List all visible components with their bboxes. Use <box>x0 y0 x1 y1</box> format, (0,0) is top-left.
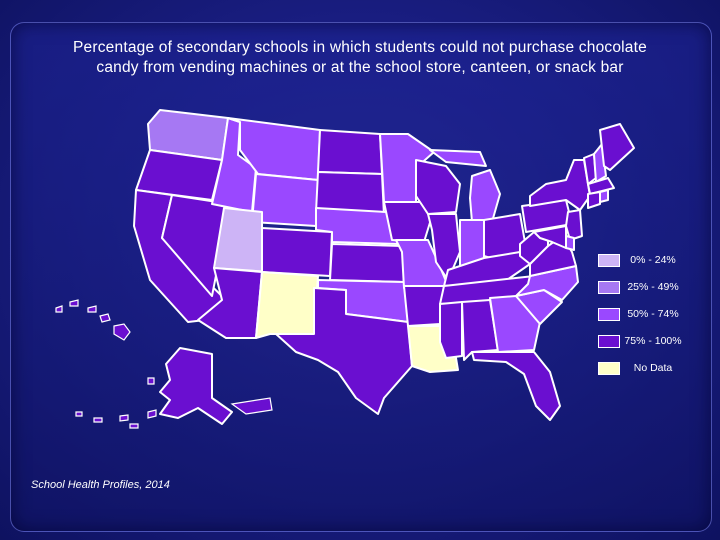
legend-label: 50% - 74% <box>627 308 679 320</box>
legend-swatch <box>598 335 620 348</box>
legend-label: No Data <box>633 362 673 374</box>
hawaii-maui <box>99 313 111 323</box>
state-MD <box>533 225 567 249</box>
state-CO <box>261 227 333 277</box>
aleutian-island-3 <box>93 417 103 423</box>
state-NM <box>255 271 319 339</box>
source-citation: School Health Profiles, 2014 <box>31 479 170 491</box>
legend-swatch <box>598 281 620 294</box>
state-NC <box>515 265 579 301</box>
legend-label: 75% - 100% <box>624 335 682 347</box>
state-CT <box>587 191 601 209</box>
state-RI <box>599 189 609 203</box>
state-NV <box>161 194 231 297</box>
state-NJ <box>565 209 583 241</box>
map-title: Percentage of secondary schools in which… <box>20 38 700 78</box>
alaska-panhandle <box>230 397 273 415</box>
legend-swatch <box>598 254 620 267</box>
state-MS <box>439 301 463 359</box>
title-line-2: candy from vending machines or at the sc… <box>96 59 624 76</box>
state-KS <box>329 243 405 283</box>
aleutian-island-4 <box>75 411 83 417</box>
legend-label: 25% - 49% <box>627 281 679 293</box>
state-TX <box>275 287 413 415</box>
state-DE <box>565 235 575 251</box>
legend-swatch <box>598 308 620 321</box>
legend-label: 0% - 24% <box>630 254 676 266</box>
state-IA <box>383 201 433 243</box>
state-MA <box>587 177 615 195</box>
state-AK <box>159 347 233 425</box>
legend-swatch <box>598 362 620 375</box>
state-ME <box>599 123 635 171</box>
state-ND <box>317 129 383 175</box>
aleutian-island-2 <box>119 414 129 422</box>
hawaii-big-island <box>113 323 131 341</box>
hawaii-oahu <box>87 305 97 313</box>
hawaii-niihau <box>55 305 63 313</box>
state-WI <box>415 159 461 215</box>
title-line-1: Percentage of secondary schools in which… <box>73 39 647 56</box>
state-FL <box>471 351 561 421</box>
aleutian-island-1 <box>147 409 157 419</box>
hawaii-kauai <box>69 299 79 307</box>
alaska-island-5 <box>129 423 139 429</box>
alaska-island-6 <box>147 377 155 385</box>
state-AR <box>403 285 445 327</box>
